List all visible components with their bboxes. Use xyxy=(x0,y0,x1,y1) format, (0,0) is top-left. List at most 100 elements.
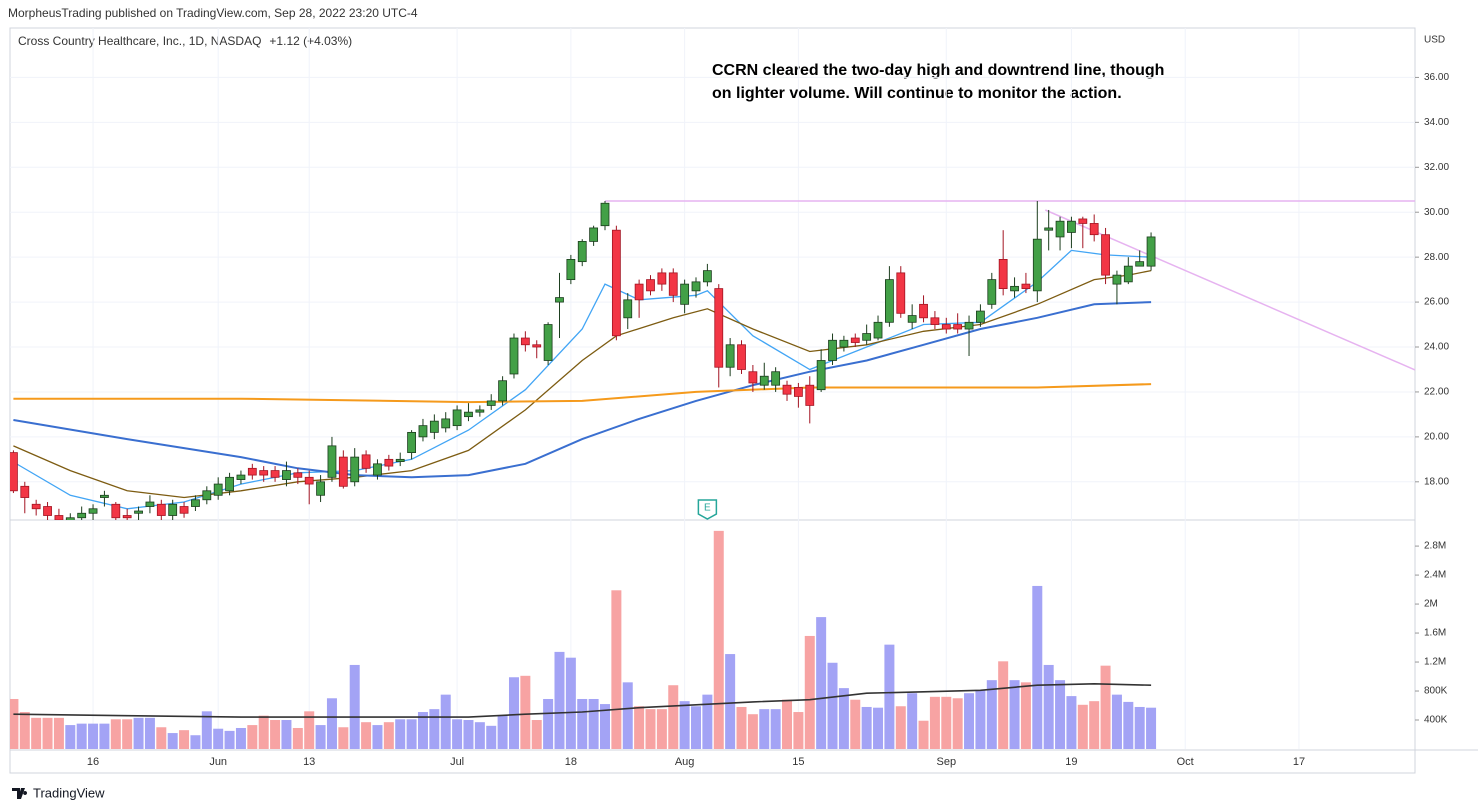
volume-bar xyxy=(65,725,76,749)
candle-body xyxy=(873,321,883,339)
volume-bar xyxy=(224,730,235,749)
candle-body xyxy=(680,283,690,305)
volume-bar xyxy=(270,720,281,749)
candle-body xyxy=(1032,238,1042,292)
candle-body xyxy=(282,470,291,480)
volume-bar xyxy=(1020,682,1031,749)
candle-body xyxy=(737,344,746,370)
volume-bar xyxy=(1111,694,1122,749)
volume-bar xyxy=(361,722,372,749)
candle-body xyxy=(1101,234,1110,276)
candle-body xyxy=(509,337,519,375)
candle-body xyxy=(896,272,906,314)
volume-bar xyxy=(372,725,383,749)
candle-body xyxy=(43,506,52,516)
volume-bar xyxy=(417,712,428,749)
candle-body xyxy=(429,420,439,433)
volume-bar xyxy=(668,685,679,749)
candle-body xyxy=(1021,283,1031,290)
volume-bar xyxy=(975,690,986,749)
candle-body xyxy=(384,458,394,467)
symbol-title: Cross Country Healthcare, Inc., 1D, NASD… xyxy=(18,34,261,48)
volume-bar xyxy=(167,733,178,749)
candle-body xyxy=(293,472,303,478)
candle-body xyxy=(691,281,701,292)
volume-bar xyxy=(1123,701,1134,749)
volume-bar xyxy=(998,661,1009,749)
volume-bar xyxy=(19,712,30,749)
candle-body xyxy=(668,272,678,296)
y-tick-label: 400K xyxy=(1424,715,1448,726)
volume-bar xyxy=(759,709,770,749)
volume-bar xyxy=(76,723,87,749)
volume-bar xyxy=(53,717,64,749)
candle-body xyxy=(486,400,496,406)
candle-body xyxy=(850,337,860,343)
candle-body xyxy=(350,456,360,483)
candle-body xyxy=(964,321,974,330)
candle-body xyxy=(1135,261,1145,267)
annotation-line: on lighter volume. Will continue to moni… xyxy=(712,85,1122,102)
x-tick-label: Oct xyxy=(1177,756,1194,768)
candle-body xyxy=(1078,218,1088,224)
y-tick-label: 1.2M xyxy=(1424,657,1446,668)
candle-body xyxy=(782,384,792,395)
volume-bar xyxy=(326,698,337,749)
volume-bar xyxy=(110,719,121,749)
tradingview-logo xyxy=(12,788,28,799)
volume-bar xyxy=(338,727,349,749)
candle-body xyxy=(1055,220,1065,238)
y-tick-label: 32.00 xyxy=(1424,162,1449,173)
volume-bar xyxy=(144,717,155,749)
candle-body xyxy=(441,418,451,429)
candle-body xyxy=(168,503,178,516)
x-tick-label: 16 xyxy=(87,756,99,768)
y-tick-label: 2.4M xyxy=(1424,570,1446,581)
symbol-legend: Cross Country Healthcare, Inc., 1D, NASD… xyxy=(18,34,352,48)
volume-bar xyxy=(873,707,884,749)
volume-bar xyxy=(247,725,258,749)
candle-body xyxy=(65,517,75,520)
candle-body xyxy=(998,258,1008,290)
volume-bar xyxy=(10,698,19,749)
candle-body xyxy=(748,371,758,384)
candle-body xyxy=(976,310,985,323)
volume-bar xyxy=(292,727,303,749)
candle-body xyxy=(805,384,815,406)
candle-body xyxy=(31,503,41,510)
candle-body xyxy=(418,425,428,438)
candle-body xyxy=(373,463,382,476)
x-tick-label: Jun xyxy=(209,756,227,768)
volume-bar xyxy=(486,725,497,749)
candle-body xyxy=(953,324,963,330)
candle-body xyxy=(930,317,940,325)
candle-body xyxy=(304,476,314,485)
y-tick-label: 2M xyxy=(1424,599,1438,610)
candle-body xyxy=(634,283,644,301)
price-pane xyxy=(10,76,1415,520)
y-tick-label: 2.8M xyxy=(1424,541,1446,552)
candle-body xyxy=(88,508,98,514)
candle-body xyxy=(828,339,837,361)
volume-bar xyxy=(122,719,133,749)
volume-average xyxy=(13,682,1152,718)
currency-label: USD xyxy=(1424,35,1445,46)
volume-bar xyxy=(952,698,963,749)
candle-body xyxy=(327,445,337,478)
volume-bar xyxy=(691,706,702,749)
x-tick-label: 15 xyxy=(792,756,804,768)
volume-bar xyxy=(179,730,190,749)
volume-bar xyxy=(679,701,690,749)
volume-bar xyxy=(190,735,201,749)
candle-body xyxy=(213,483,223,496)
volume-bar xyxy=(31,717,42,749)
candle-body xyxy=(839,339,849,348)
volume-bar xyxy=(1077,704,1088,749)
candle-body xyxy=(759,375,769,386)
x-tick-label: 19 xyxy=(1065,756,1077,768)
volume-bar xyxy=(452,719,463,749)
candle-body xyxy=(1089,223,1099,236)
candle-body xyxy=(134,510,143,514)
candle-body xyxy=(191,499,200,507)
